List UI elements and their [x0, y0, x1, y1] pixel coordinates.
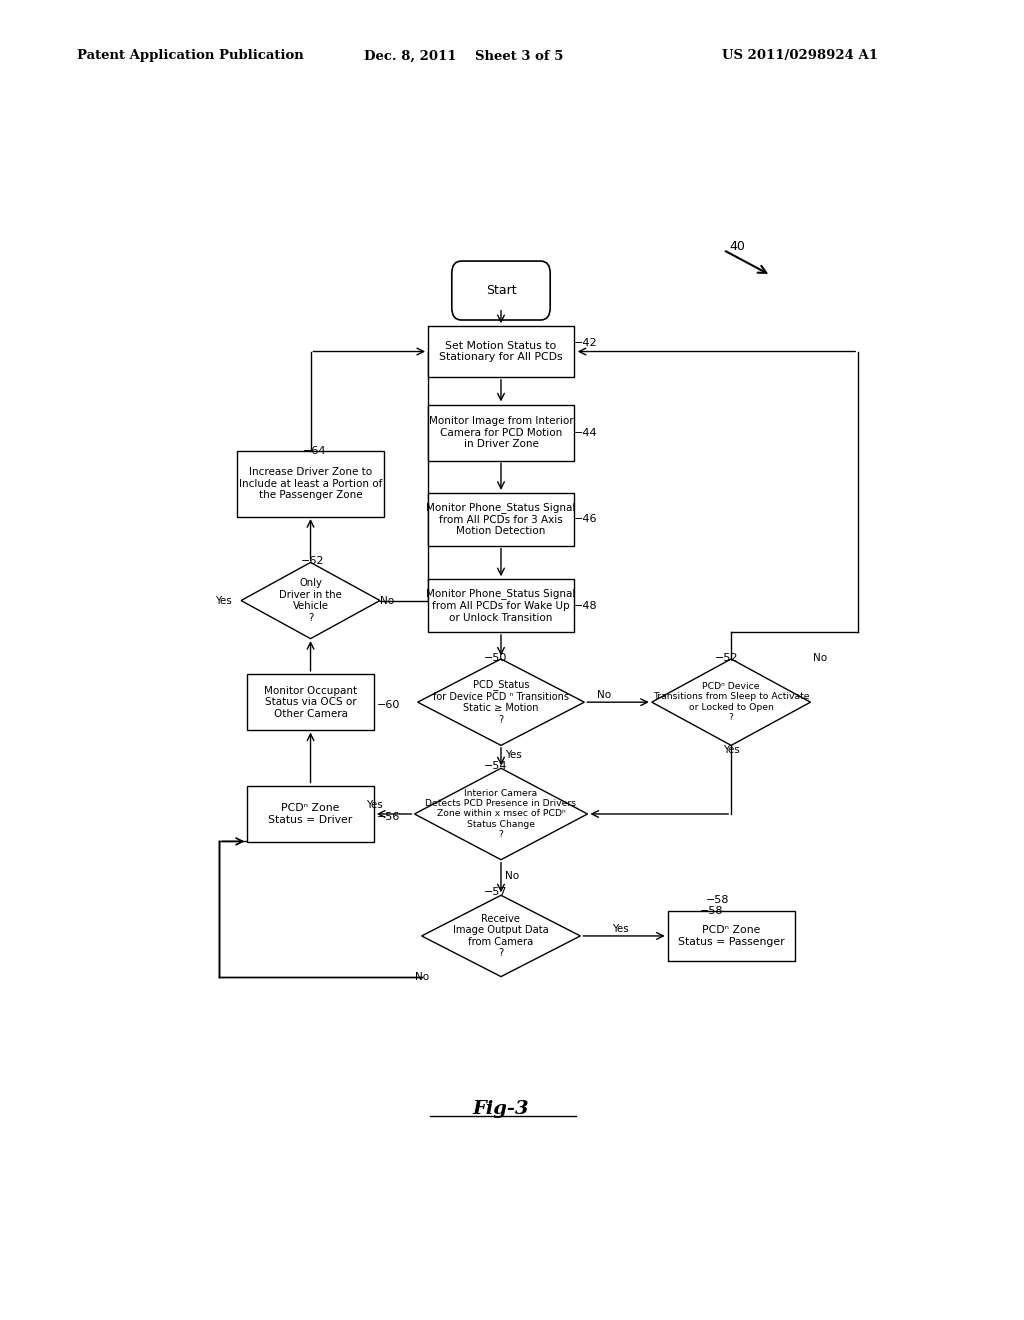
Text: Yes: Yes	[505, 750, 521, 760]
Text: −42: −42	[574, 338, 598, 348]
Polygon shape	[652, 659, 811, 746]
Text: Fig-3: Fig-3	[473, 1100, 529, 1118]
Text: No: No	[380, 595, 394, 606]
Text: −54: −54	[483, 762, 507, 771]
FancyBboxPatch shape	[428, 405, 574, 461]
Text: US 2011/0298924 A1: US 2011/0298924 A1	[722, 49, 878, 62]
Text: Receive
Image Output Data
from Camera
?: Receive Image Output Data from Camera ?	[453, 913, 549, 958]
Text: PCDⁿ Zone
Status = Driver: PCDⁿ Zone Status = Driver	[268, 803, 352, 825]
Text: −60: −60	[377, 700, 399, 710]
FancyBboxPatch shape	[452, 261, 550, 319]
FancyBboxPatch shape	[668, 911, 795, 961]
Text: Only
Driver in the
Vehicle
?: Only Driver in the Vehicle ?	[280, 578, 342, 623]
Polygon shape	[422, 895, 581, 977]
Text: −57: −57	[483, 887, 507, 898]
FancyBboxPatch shape	[238, 450, 384, 516]
Text: Monitor Phone_Status Signal
from All PCDs for Wake Up
or Unlock Transition: Monitor Phone_Status Signal from All PCD…	[426, 589, 575, 623]
Text: Yes: Yes	[723, 744, 739, 755]
Text: −44: −44	[574, 428, 598, 438]
Text: −58: −58	[699, 906, 723, 916]
Text: −48: −48	[574, 601, 598, 611]
FancyBboxPatch shape	[247, 785, 374, 842]
FancyBboxPatch shape	[428, 492, 574, 545]
Polygon shape	[418, 659, 585, 746]
Text: No: No	[505, 871, 519, 880]
Text: 40: 40	[729, 240, 745, 253]
Polygon shape	[415, 768, 588, 859]
Text: No: No	[813, 653, 827, 664]
Text: Set Motion Status to
Stationary for All PCDs: Set Motion Status to Stationary for All …	[439, 341, 563, 362]
Text: Dec. 8, 2011    Sheet 3 of 5: Dec. 8, 2011 Sheet 3 of 5	[364, 49, 563, 62]
Text: No: No	[415, 972, 429, 982]
Text: Patent Application Publication: Patent Application Publication	[77, 49, 303, 62]
Text: PCDⁿ Device
Transitions from Sleep to Activate
or Locked to Open
?: PCDⁿ Device Transitions from Sleep to Ac…	[653, 682, 809, 722]
Text: −52: −52	[715, 653, 738, 664]
Polygon shape	[241, 562, 380, 639]
Text: Interior Camera
Detects PCD Presence in Drivers
Zone within x msec of PCDⁿ
Statu: Interior Camera Detects PCD Presence in …	[425, 788, 577, 840]
Text: Monitor Phone_Status Signal
from All PCDs for 3 Axis
Motion Detection: Monitor Phone_Status Signal from All PCD…	[426, 502, 575, 536]
Text: −62: −62	[301, 556, 325, 566]
Text: Monitor Image from Interior
Camera for PCD Motion
in Driver Zone: Monitor Image from Interior Camera for P…	[429, 416, 573, 449]
Text: −46: −46	[574, 515, 597, 524]
Text: −64: −64	[303, 446, 326, 457]
Text: Monitor Occupant
Status via OCS or
Other Camera: Monitor Occupant Status via OCS or Other…	[264, 685, 357, 719]
FancyBboxPatch shape	[428, 326, 574, 378]
Text: Start: Start	[485, 284, 516, 297]
Text: −58: −58	[706, 895, 729, 906]
Text: Increase Driver Zone to
Include at least a Portion of
the Passenger Zone: Increase Driver Zone to Include at least…	[239, 467, 382, 500]
Text: PCDⁿ Zone
Status = Passenger: PCDⁿ Zone Status = Passenger	[678, 925, 784, 946]
Text: −56: −56	[377, 812, 399, 822]
Text: −50: −50	[483, 653, 507, 664]
Text: No: No	[597, 690, 611, 700]
FancyBboxPatch shape	[428, 579, 574, 632]
FancyBboxPatch shape	[247, 675, 374, 730]
Text: PCD_Status
for Device PCD ⁿ Transitions
Static ≥ Motion
?: PCD_Status for Device PCD ⁿ Transitions …	[433, 680, 569, 725]
Text: Yes: Yes	[611, 924, 629, 933]
Text: Yes: Yes	[215, 595, 231, 606]
Text: Yes: Yes	[366, 800, 382, 810]
